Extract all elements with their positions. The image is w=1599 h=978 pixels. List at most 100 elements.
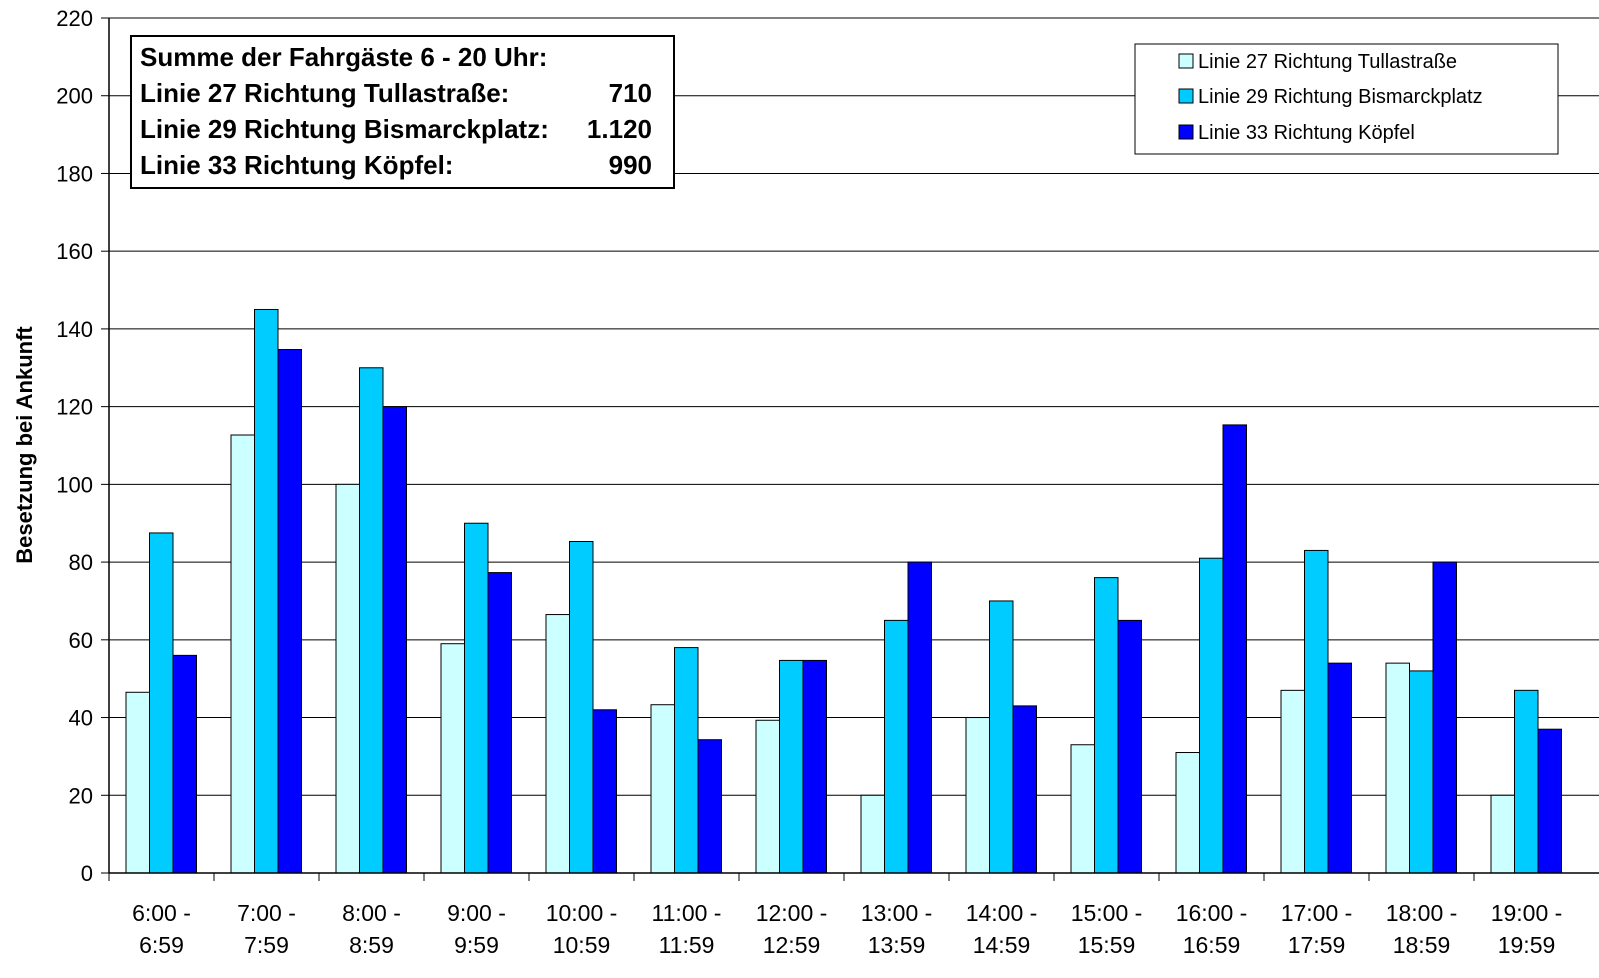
summary-row-label: Linie 29 Richtung Bismarckplatz:	[140, 114, 549, 144]
y-tick-label: 120	[56, 395, 93, 420]
bar	[359, 367, 384, 874]
bar	[172, 654, 197, 874]
bar	[1012, 705, 1037, 874]
bar	[1070, 744, 1095, 874]
bar	[1537, 728, 1562, 874]
x-tick-label: 12:59	[763, 932, 821, 958]
x-tick-label: 12:00 -	[756, 900, 828, 926]
summary-row-value: 710	[609, 78, 652, 108]
bar	[1385, 662, 1410, 874]
bar	[149, 532, 174, 874]
bar	[1409, 670, 1434, 874]
summary-box-frame	[130, 35, 675, 189]
y-tick-label: 180	[56, 161, 93, 186]
x-tick-label: 8:00 -	[342, 900, 401, 926]
bar	[907, 561, 932, 874]
bar	[569, 540, 594, 874]
bar	[382, 406, 407, 874]
summary-row-value: 1.120	[587, 114, 652, 144]
y-tick-label: 20	[69, 783, 93, 808]
bar	[779, 659, 804, 874]
x-tick-label: 18:59	[1393, 932, 1451, 958]
bar	[674, 647, 699, 874]
bar	[230, 434, 255, 874]
bar	[1222, 424, 1247, 874]
x-tick-label: 19:59	[1498, 932, 1556, 958]
legend-frame	[1134, 43, 1559, 155]
bar	[440, 643, 465, 874]
x-tick-label: 7:59	[244, 932, 289, 958]
legend-entry-linie-27: Linie 27 Richtung Tullastraße	[1198, 51, 1457, 73]
bar	[1199, 557, 1224, 874]
y-axis-label: Besetzung bei Ankunft	[12, 326, 37, 564]
x-tick-label: 9:59	[454, 932, 499, 958]
x-tick-label: 14:00 -	[966, 900, 1038, 926]
bar	[884, 619, 909, 874]
x-tick-label: 18:00 -	[1386, 900, 1458, 926]
bar	[545, 614, 570, 874]
x-tick-label: 10:00 -	[546, 900, 618, 926]
x-tick-label: 11:00 -	[652, 900, 722, 926]
legend-swatch-linie-33	[1178, 124, 1194, 140]
axes	[101, 17, 1599, 881]
bar	[1094, 577, 1119, 874]
bar	[989, 600, 1014, 874]
bar	[1327, 662, 1352, 874]
summary-heading: Summe der Fahrgäste 6 - 20 Uhr:	[140, 42, 547, 72]
x-tick-label: 17:00 -	[1281, 900, 1353, 926]
bar	[335, 483, 360, 874]
x-tick-label: 11:59	[659, 932, 715, 958]
bar	[1514, 689, 1539, 874]
x-tick-label: 15:59	[1078, 932, 1136, 958]
y-tick-label: 100	[56, 472, 93, 497]
legend-entry-linie-33: Linie 33 Richtung Köpfel	[1198, 122, 1415, 144]
x-tick-label: 6:59	[139, 932, 184, 958]
x-tick-label: 6:00 -	[132, 900, 191, 926]
summary-row-label: Linie 27 Richtung Tullastraße:	[140, 78, 509, 108]
summary-row-value: 990	[609, 150, 652, 180]
summary-box: Summe der Fahrgäste 6 - 20 Uhr: Linie 27…	[130, 35, 675, 189]
bar	[1304, 549, 1329, 874]
y-tick-label: 200	[56, 84, 93, 109]
legend-entry-linie-29: Linie 29 Richtung Bismarckplatz	[1198, 86, 1483, 108]
bar	[1432, 561, 1457, 874]
bar	[1175, 752, 1200, 874]
bar	[650, 704, 675, 874]
bar	[592, 709, 617, 874]
y-tick-label: 220	[56, 6, 93, 31]
x-tick-label: 13:00 -	[861, 900, 933, 926]
x-tick-label: 15:00 -	[1071, 900, 1143, 926]
bar	[277, 349, 302, 874]
x-tick-label: 16:00 -	[1176, 900, 1248, 926]
x-tick-label: 14:59	[973, 932, 1031, 958]
legend-swatch-linie-27	[1178, 53, 1194, 69]
legend: Linie 27 Richtung Tullastraße Linie 29 R…	[1134, 43, 1559, 155]
bar	[1490, 794, 1515, 874]
bar	[802, 659, 827, 874]
bar	[125, 691, 150, 874]
y-tick-label: 40	[69, 706, 93, 731]
x-tick-labels: 6:00 - 6:59 7:00 - 7:59 8:00 - 8:59 9:00 - 9:59…	[132, 900, 1562, 958]
x-tick-label: 7:00 -	[237, 900, 296, 926]
bar	[697, 739, 722, 874]
x-tick-label: 8:59	[349, 932, 394, 958]
bar	[254, 308, 279, 874]
x-tick-label: 13:59	[868, 932, 926, 958]
bar	[755, 719, 780, 874]
bar	[487, 572, 512, 874]
bar	[1280, 689, 1305, 874]
x-tick-label: 16:59	[1183, 932, 1241, 958]
x-tick-label: 9:00 -	[447, 900, 506, 926]
y-tick-labels: 0 20 40 60 80 100 120 140 160 180 200 220	[56, 6, 93, 886]
x-tick-label: 19:00 -	[1491, 900, 1563, 926]
bars	[125, 308, 1562, 874]
bar	[965, 717, 990, 874]
bar	[860, 794, 885, 874]
summary-row-label: Linie 33 Richtung Köpfel:	[140, 150, 453, 180]
legend-swatch-linie-29	[1178, 88, 1194, 104]
y-tick-label: 60	[69, 628, 93, 653]
bar	[464, 522, 489, 874]
y-tick-label: 0	[81, 861, 93, 886]
y-tick-label: 160	[56, 239, 93, 264]
